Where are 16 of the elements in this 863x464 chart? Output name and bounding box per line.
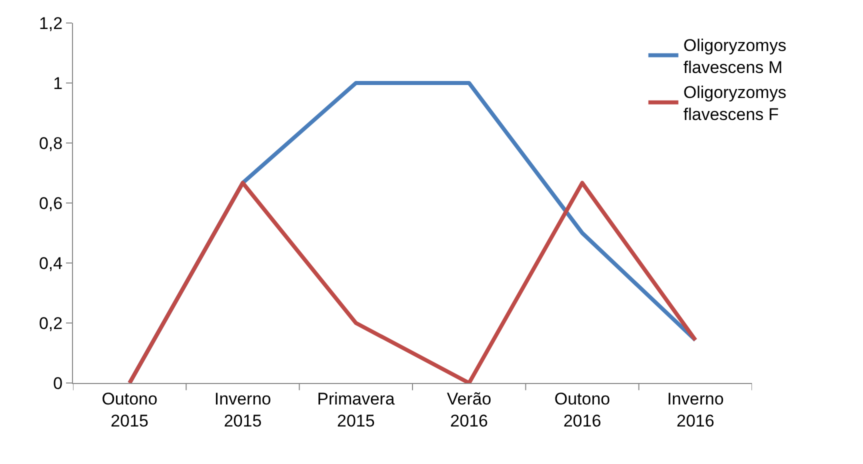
- y-tick-label: 0: [53, 374, 63, 393]
- x-tick-label: Inverno 2016: [667, 389, 724, 430]
- legend-label: Oligoryzomys flavescens M: [683, 36, 786, 77]
- x-tick-label: Inverno 2015: [214, 389, 272, 430]
- x-tick-label: Outono 2015: [102, 389, 158, 430]
- y-tick-label: 0,8: [38, 134, 63, 153]
- x-tick-label: Primavera 2015: [317, 389, 396, 430]
- legend-label: Oligoryzomys flavescens F: [683, 82, 786, 124]
- line-series: [128, 180, 698, 383]
- y-tick-label: 0,4: [38, 254, 63, 273]
- y-tick-label: 1,2: [38, 14, 63, 33]
- y-tick-label: 1: [53, 74, 63, 93]
- y-tick-label: 0,2: [38, 314, 63, 333]
- y-tick-label: 0,6: [38, 194, 63, 213]
- x-tick-label: Verão 2016: [446, 389, 492, 430]
- x-tick-label: Outono 2016: [554, 389, 610, 430]
